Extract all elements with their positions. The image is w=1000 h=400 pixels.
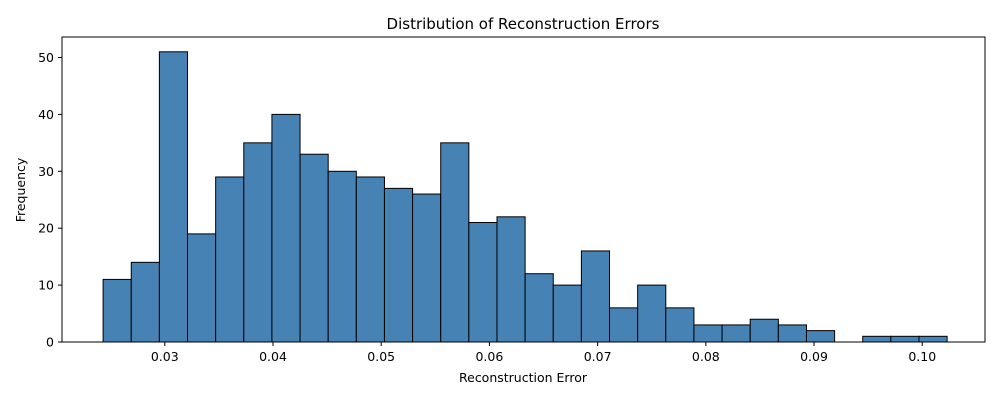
histogram-bar <box>665 307 695 343</box>
histogram-bar <box>496 216 526 343</box>
plot-frame <box>61 36 986 343</box>
histogram-bar <box>693 324 723 343</box>
histogram-bar <box>355 176 385 343</box>
histogram-bar <box>327 170 357 343</box>
x-tick-label: 0.07 <box>584 349 612 364</box>
histogram-bar <box>721 324 751 343</box>
bars-group <box>102 51 948 343</box>
histogram-bar <box>130 261 160 343</box>
histogram-bar <box>158 51 189 343</box>
histogram-bar <box>524 273 554 343</box>
x-tick-label: 0.10 <box>908 349 936 364</box>
histogram-bar <box>552 284 582 343</box>
x-tick-label: 0.04 <box>259 349 287 364</box>
y-tick-label: 10 <box>38 278 54 293</box>
histogram-bar <box>609 307 639 343</box>
x-axis-label: Reconstruction Error <box>459 370 588 385</box>
x-tick-label: 0.03 <box>151 349 179 364</box>
y-tick-label: 30 <box>38 164 54 179</box>
histogram-bar <box>918 335 948 343</box>
histogram-bar <box>890 335 920 343</box>
histogram-bar <box>383 187 414 343</box>
chart-title: Distribution of Reconstruction Errors <box>387 15 660 33</box>
y-tick-label: 0 <box>46 335 54 350</box>
y-tick-label: 50 <box>38 50 54 65</box>
histogram-bar <box>243 142 273 343</box>
histogram-bar <box>412 193 442 343</box>
x-tick-label: 0.05 <box>367 349 395 364</box>
histogram-bar <box>777 324 807 343</box>
histogram-bar <box>299 153 329 343</box>
histogram-bar <box>102 278 132 343</box>
histogram-bar <box>580 250 611 343</box>
histogram-bar <box>468 222 498 343</box>
y-tick-label: 20 <box>38 221 54 236</box>
histogram-bar <box>187 233 217 343</box>
x-tick-label: 0.06 <box>475 349 503 364</box>
histogram-bar <box>637 284 667 343</box>
x-axis-ticks: 0.03 0.04 0.05 0.06 0.07 0.08 0.09 0.10 <box>151 342 936 364</box>
x-tick-label: 0.09 <box>800 349 828 364</box>
x-tick-label: 0.08 <box>692 349 720 364</box>
y-axis-ticks: 0 10 20 30 40 50 <box>38 50 62 350</box>
histogram-bar <box>215 176 245 343</box>
y-axis-label: Frequency <box>13 157 28 222</box>
histogram-bar <box>805 330 836 343</box>
y-tick-label: 40 <box>38 107 54 122</box>
histogram-bar <box>440 142 470 343</box>
histogram-bar <box>271 113 301 343</box>
histogram-bar <box>749 318 779 343</box>
histogram-bar <box>862 335 892 343</box>
